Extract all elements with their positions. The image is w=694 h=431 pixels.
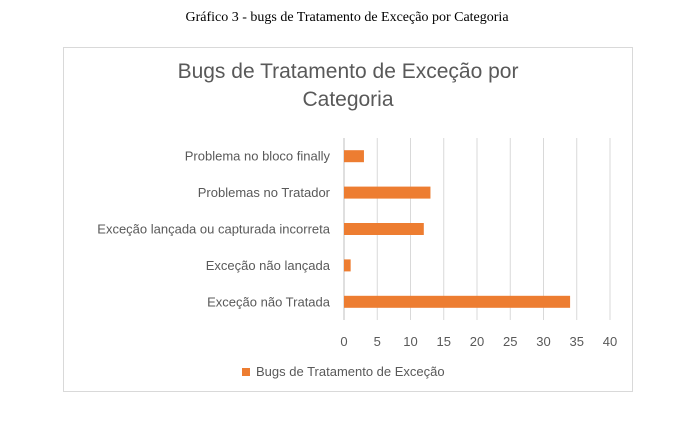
legend-label: Bugs de Tratamento de Exceção xyxy=(256,364,445,379)
bar xyxy=(344,223,424,235)
bar xyxy=(344,259,351,272)
x-tick-label: 15 xyxy=(437,334,451,349)
figure-caption: Gráfico 3 - bugs de Tratamento de Exceçã… xyxy=(185,10,509,25)
category-label: Problema no bloco finally xyxy=(185,149,331,164)
category-label: Problemas no Tratador xyxy=(198,185,331,200)
x-tick-label: 30 xyxy=(536,334,550,349)
legend: Bugs de Tratamento de Exceção xyxy=(242,364,445,379)
category-label: Exceção lançada ou capturada incorreta xyxy=(97,222,330,237)
x-tick-label: 35 xyxy=(570,334,584,349)
x-tick-label: 40 xyxy=(603,334,617,349)
x-tick-label: 0 xyxy=(340,334,347,349)
legend-swatch xyxy=(242,368,250,376)
bars xyxy=(344,150,571,308)
chart-frame xyxy=(63,47,633,392)
x-tick-label: 10 xyxy=(403,334,417,349)
chart-title: Bugs de Tratamento de Exceção por Catego… xyxy=(177,60,519,111)
bar xyxy=(344,150,364,163)
category-label: Exceção não Tratada xyxy=(207,294,331,309)
x-tick-label: 5 xyxy=(374,334,381,349)
x-tick-labels: 0 5 10 15 20 25 30 35 40 xyxy=(340,334,617,349)
category-labels: Problema no bloco finally Problemas no Tr… xyxy=(97,149,330,310)
bar xyxy=(344,186,431,199)
x-tick-label: 20 xyxy=(470,334,484,349)
category-label: Exceção não lançada xyxy=(206,258,331,273)
x-tick-label: 25 xyxy=(503,334,517,349)
bar xyxy=(344,295,571,308)
